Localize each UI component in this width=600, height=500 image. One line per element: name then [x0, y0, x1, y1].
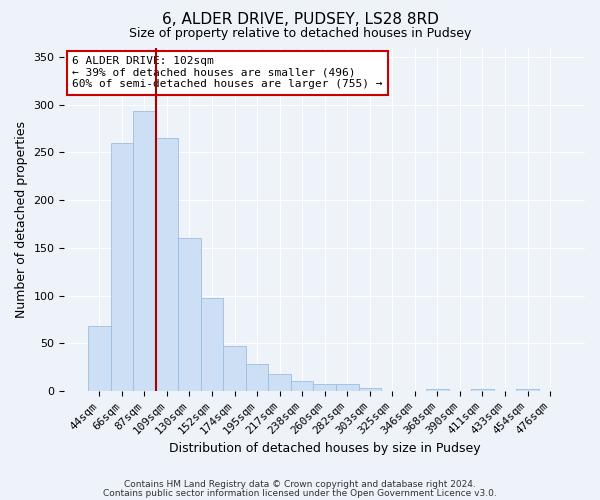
Text: Contains public sector information licensed under the Open Government Licence v3: Contains public sector information licen… [103, 488, 497, 498]
Text: 6, ALDER DRIVE, PUDSEY, LS28 8RD: 6, ALDER DRIVE, PUDSEY, LS28 8RD [161, 12, 439, 28]
Bar [426, 389, 449, 391]
Text: 6 ALDER DRIVE: 102sqm
← 39% of detached houses are smaller (496)
60% of semi-det: 6 ALDER DRIVE: 102sqm ← 39% of detached … [72, 56, 383, 90]
Bar [268, 374, 291, 391]
Bar [155, 138, 178, 391]
Bar [336, 384, 359, 391]
Bar [110, 143, 133, 391]
Bar [178, 238, 201, 391]
Bar [471, 389, 494, 391]
Bar [359, 388, 381, 391]
Bar [88, 326, 110, 391]
Bar [516, 389, 539, 391]
Y-axis label: Number of detached properties: Number of detached properties [15, 121, 28, 318]
Bar [201, 298, 223, 391]
Bar [133, 112, 155, 391]
Bar [313, 384, 336, 391]
Text: Size of property relative to detached houses in Pudsey: Size of property relative to detached ho… [129, 28, 471, 40]
Text: Contains HM Land Registry data © Crown copyright and database right 2024.: Contains HM Land Registry data © Crown c… [124, 480, 476, 489]
X-axis label: Distribution of detached houses by size in Pudsey: Distribution of detached houses by size … [169, 442, 481, 455]
Bar [246, 364, 268, 391]
Bar [291, 382, 313, 391]
Bar [223, 346, 246, 391]
